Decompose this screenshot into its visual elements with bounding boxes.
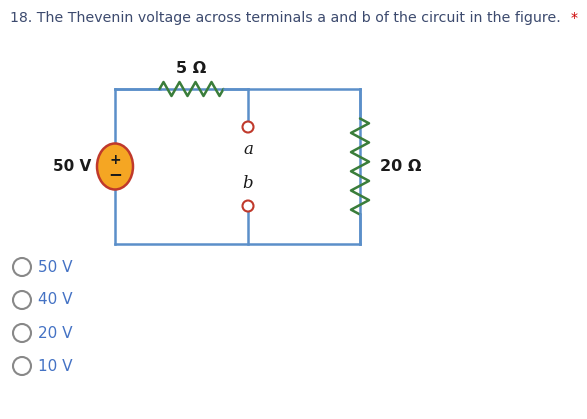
Text: 50 V: 50 V [53, 159, 91, 174]
Circle shape [13, 258, 31, 276]
Text: 10 V: 10 V [38, 359, 73, 373]
Text: 40 V: 40 V [38, 292, 73, 308]
Circle shape [13, 324, 31, 342]
Text: +: + [109, 153, 121, 166]
Text: a: a [243, 141, 253, 158]
Text: 50 V: 50 V [38, 259, 73, 274]
Text: *: * [571, 11, 578, 25]
Text: b: b [242, 175, 254, 192]
Text: 20 Ω: 20 Ω [380, 159, 421, 174]
Circle shape [13, 357, 31, 375]
Circle shape [242, 201, 254, 212]
Circle shape [13, 291, 31, 309]
Circle shape [242, 122, 254, 132]
Text: 5 Ω: 5 Ω [176, 61, 207, 76]
Text: 20 V: 20 V [38, 326, 73, 341]
Text: −: − [108, 166, 122, 184]
Text: 18. The Thevenin voltage across terminals a and b of the circuit in the figure.: 18. The Thevenin voltage across terminal… [10, 11, 561, 25]
Ellipse shape [97, 143, 133, 189]
